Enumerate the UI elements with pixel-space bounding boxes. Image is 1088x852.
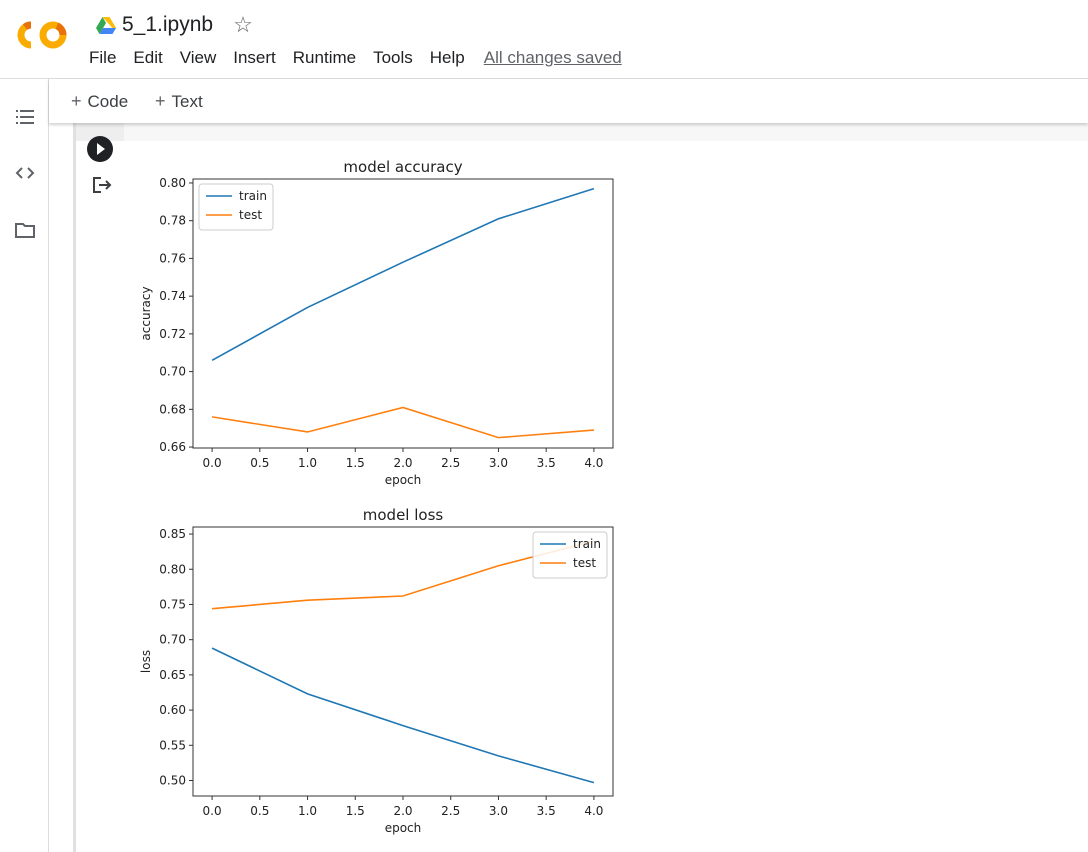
menu-tools[interactable]: Tools (373, 48, 413, 67)
legend-label-train: train (239, 189, 267, 203)
notebook-content[interactable] (49, 123, 1088, 852)
x-tick-label: 2.0 (393, 804, 412, 818)
add-text-button[interactable]: + Text (155, 91, 203, 112)
accuracy-chart: model accuracy 0.66 0.68 0.70 0.72 0.74 0.76 0.… (139, 158, 614, 487)
legend: train test (198, 183, 274, 231)
star-icon[interactable]: ☆ (233, 12, 253, 37)
x-axis-label: epoch (385, 821, 422, 835)
left-sidebar (0, 79, 49, 852)
menu-help[interactable]: Help (429, 48, 465, 67)
y-tick-label: 0.70 (159, 365, 186, 379)
notebook-name[interactable]: 5_1.ipynb (122, 13, 214, 36)
add-code-label: Code (87, 92, 129, 111)
add-text-label: Text (171, 92, 203, 111)
y-tick-label: 0.76 (159, 251, 186, 265)
output-icon[interactable] (92, 175, 114, 195)
legend-label-test: test (239, 208, 262, 222)
toolbar: + Code + Text (49, 79, 1088, 123)
x-axis-label: epoch (385, 473, 422, 487)
x-tick-label: 1.5 (346, 456, 365, 470)
y-tick-label: 0.66 (159, 440, 186, 454)
code-cell-tail[interactable] (76, 123, 1088, 141)
x-tick-label: 0.5 (250, 456, 269, 470)
header: 5_1.ipynb ☆ File Edit View Insert Runtim… (0, 0, 1088, 79)
menu-bar: File Edit View Insert Runtime Tools Help… (89, 48, 639, 68)
x-tick-label: 2.0 (393, 456, 412, 470)
y-tick-label: 0.50 (159, 774, 186, 788)
y-tick-label: 0.55 (159, 738, 186, 752)
x-tick-label: 0.5 (250, 804, 269, 818)
y-tick-label: 0.75 (159, 597, 186, 611)
y-tick-label: 0.65 (159, 668, 186, 682)
legend: train test (532, 531, 608, 579)
series-line-test (211, 406, 594, 439)
loss-chart: model loss 0.50 0.55 0.60 0.65 0.70 0.75 0.80 0.… (139, 506, 614, 835)
x-tick-label: 3.5 (537, 804, 556, 818)
x-tick-label: 3.5 (537, 456, 556, 470)
chart-title: model loss (363, 506, 444, 524)
x-tick-label: 0.0 (203, 456, 222, 470)
y-tick-label: 0.80 (159, 176, 186, 190)
x-tick-label: 1.5 (346, 804, 365, 818)
x-tick-label: 0.0 (203, 804, 222, 818)
code-icon[interactable] (14, 163, 36, 183)
code-cell-gutter (76, 123, 124, 141)
folder-icon[interactable] (14, 220, 36, 240)
cell-border (73, 123, 76, 852)
plus-icon: + (71, 91, 82, 111)
title-row: 5_1.ipynb ☆ (96, 12, 253, 38)
y-tick-label: 0.80 (159, 562, 186, 576)
menu-file[interactable]: File (89, 48, 117, 67)
series-line-train (211, 187, 595, 361)
y-tick-label: 0.68 (159, 402, 186, 416)
add-code-button[interactable]: + Code (71, 91, 128, 112)
save-status-link[interactable]: All changes saved (483, 48, 622, 67)
y-axis-label: accuracy (139, 286, 153, 340)
y-tick-label: 0.78 (159, 214, 186, 228)
y-axis-label: loss (139, 650, 153, 673)
play-icon[interactable] (87, 136, 113, 162)
y-tick-label: 0.60 (159, 703, 186, 717)
y-tick-label: 0.72 (159, 327, 186, 341)
y-tick-label: 0.85 (159, 527, 186, 541)
menu-view[interactable]: View (179, 48, 217, 67)
plus-icon: + (155, 91, 166, 111)
table-of-contents-icon[interactable] (14, 107, 36, 127)
drive-icon[interactable] (96, 16, 116, 34)
legend-label-test: test (573, 556, 596, 570)
x-tick-label: 3.0 (489, 456, 508, 470)
x-tick-label: 4.0 (584, 804, 603, 818)
x-tick-label: 4.0 (584, 456, 603, 470)
y-tick-label: 0.70 (159, 633, 186, 647)
x-tick-label: 2.5 (441, 456, 460, 470)
x-tick-label: 1.0 (298, 804, 317, 818)
x-tick-label: 1.0 (298, 456, 317, 470)
chart-title: model accuracy (343, 158, 462, 176)
y-tick-label: 0.74 (159, 289, 186, 303)
menu-runtime[interactable]: Runtime (292, 48, 357, 67)
series-line-test (212, 540, 595, 610)
colab-logo[interactable] (16, 17, 72, 53)
legend-label-train: train (573, 537, 601, 551)
x-tick-label: 3.0 (489, 804, 508, 818)
x-tick-label: 2.5 (441, 804, 460, 818)
menu-edit[interactable]: Edit (133, 48, 163, 67)
series-line-train (211, 647, 595, 784)
menu-insert[interactable]: Insert (233, 48, 276, 67)
